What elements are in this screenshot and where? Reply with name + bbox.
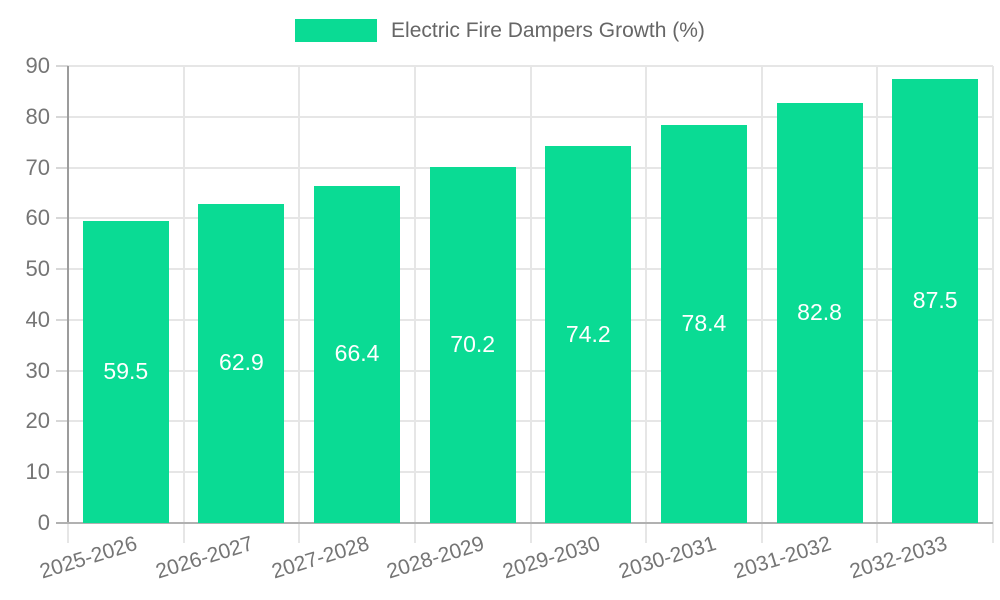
y-tick-label: 70 (25, 154, 50, 180)
y-tick-mark (56, 369, 68, 372)
y-tick-mark (56, 65, 68, 67)
v-gridline (298, 66, 301, 543)
v-gridline (645, 66, 648, 543)
bar-value-label: 82.8 (797, 298, 842, 325)
y-tick-label: 50 (25, 256, 50, 282)
y-tick-mark (56, 115, 68, 118)
bar-2031-2032 (776, 102, 863, 523)
v-gridline (529, 66, 532, 543)
y-tick-label: 30 (25, 357, 50, 383)
y-tick-mark (56, 471, 68, 474)
y-tick-label: 90 (25, 53, 50, 78)
bar-2029-2030 (545, 146, 632, 523)
y-tick-label: 40 (25, 306, 50, 332)
bar-value-label: 78.4 (681, 309, 727, 336)
y-tick-label: 80 (25, 103, 50, 129)
y-axis-line (67, 66, 69, 523)
y-tick-label: 10 (25, 459, 50, 485)
v-gridline (876, 66, 879, 543)
bar-2027-2028 (314, 185, 401, 523)
bar-value-label: 74.2 (565, 320, 611, 347)
y-tick-label: 60 (25, 205, 50, 231)
y-tick-mark (56, 318, 68, 321)
legend[interactable]: Electric Fire Dampers Growth (%) (0, 19, 1000, 42)
v-gridline (182, 66, 185, 543)
x-tick-label: 2027-2028 (268, 532, 372, 584)
bar-2030-2031 (660, 124, 747, 523)
x-tick-label: 2029-2030 (499, 532, 603, 584)
legend-label: Electric Fire Dampers Growth (%) (391, 19, 705, 42)
y-tick-mark (56, 268, 68, 271)
x-tick-label: 2026-2027 (153, 532, 256, 584)
y-tick-mark (56, 166, 68, 169)
x-tick-label: 2030-2031 (615, 532, 719, 584)
bar-value-label: 59.5 (103, 357, 149, 384)
bar-value-label: 70.2 (450, 330, 496, 357)
y-tick-label: 0 (37, 510, 50, 535)
y-tick-label: 20 (25, 408, 50, 434)
x-tick-label: 2032-2033 (846, 532, 950, 584)
bar-2025-2026 (82, 220, 169, 523)
bar-2028-2029 (429, 166, 516, 523)
bar-2032-2033 (892, 78, 979, 523)
x-axis-line (56, 522, 993, 524)
v-gridline (760, 66, 763, 543)
bar-value-label: 66.4 (334, 340, 380, 367)
y-tick-mark (56, 217, 68, 220)
y-tick-mark (56, 420, 68, 423)
legend-swatch (295, 19, 378, 42)
x-tick-label: 2025-2026 (37, 532, 141, 584)
v-gridline (413, 66, 416, 543)
x-tick-label: 2028-2029 (384, 532, 488, 584)
v-gridline (992, 66, 994, 543)
bar-2026-2027 (198, 203, 285, 523)
x-tick-label: 2031-2032 (731, 532, 834, 584)
bar-value-label: 62.9 (219, 349, 264, 376)
bar-value-label: 87.5 (912, 286, 958, 313)
